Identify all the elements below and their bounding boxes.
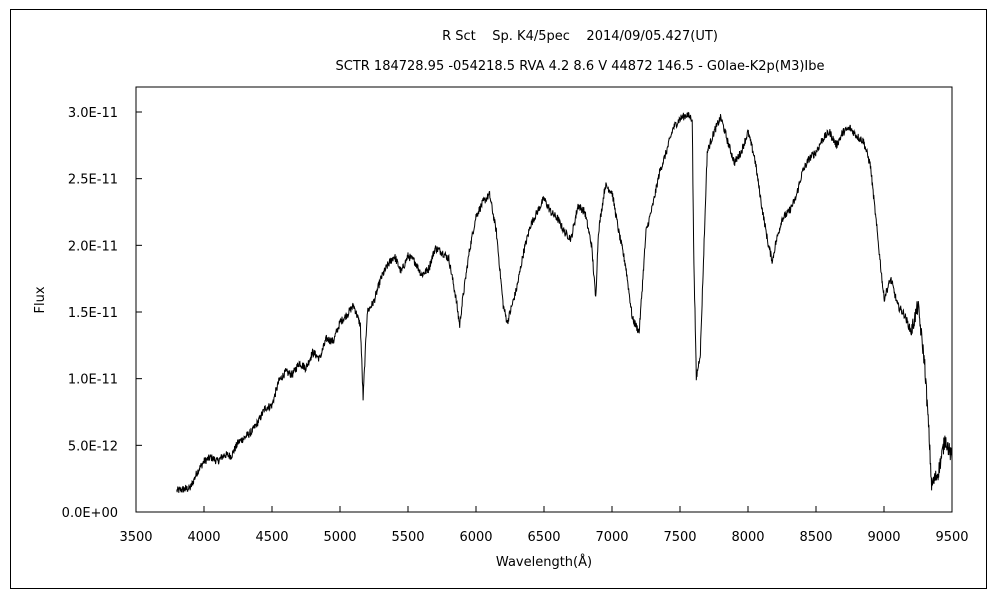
chart-title-line1: R Sct Sp. K4/5pec 2014/09/05.427(UT) bbox=[442, 29, 718, 44]
chart-frame bbox=[10, 9, 987, 589]
x-tick-label: 9500 bbox=[935, 530, 968, 545]
x-tick-label: 5000 bbox=[323, 530, 356, 545]
x-tick-label: 6500 bbox=[527, 530, 560, 545]
y-axis-label: Flux bbox=[33, 286, 48, 313]
x-tick-label: 4500 bbox=[255, 530, 288, 545]
plot-area bbox=[135, 86, 953, 513]
x-tick-label: 9000 bbox=[867, 530, 900, 545]
x-tick-label: 3500 bbox=[119, 530, 152, 545]
x-tick-label: 7000 bbox=[595, 530, 628, 545]
x-tick-label: 7500 bbox=[663, 530, 696, 545]
x-tick-label: 6000 bbox=[459, 530, 492, 545]
x-axis-label: Wavelength(Å) bbox=[496, 554, 592, 570]
x-tick-label: 5500 bbox=[391, 530, 424, 545]
flux-series-line bbox=[176, 111, 953, 493]
x-axis: 3500 4000 4500 5000 5500 6000 6500 7000 7500 8000… bbox=[119, 506, 969, 545]
y-tick-label: 2.5E-11 bbox=[68, 173, 118, 188]
y-tick-label: 5.0E-12 bbox=[68, 439, 118, 454]
y-axis: 0.0E+00 5.0E-12 1.0E-11 1.5E-11 2.0E-11 2.5E-… bbox=[62, 106, 142, 521]
x-tick-label: 4000 bbox=[187, 530, 220, 545]
y-tick-label: 0.0E+00 bbox=[62, 506, 118, 521]
y-tick-label: 2.0E-11 bbox=[68, 239, 118, 254]
y-tick-label: 1.5E-11 bbox=[68, 306, 118, 321]
x-tick-label: 8500 bbox=[799, 530, 832, 545]
y-tick-label: 3.0E-11 bbox=[68, 106, 118, 121]
y-tick-label: 1.0E-11 bbox=[68, 373, 118, 388]
chart-title-line2: SCTR 184728.95 -054218.5 RVA 4.2 8.6 V 4… bbox=[335, 59, 824, 74]
x-tick-label: 8000 bbox=[731, 530, 764, 545]
